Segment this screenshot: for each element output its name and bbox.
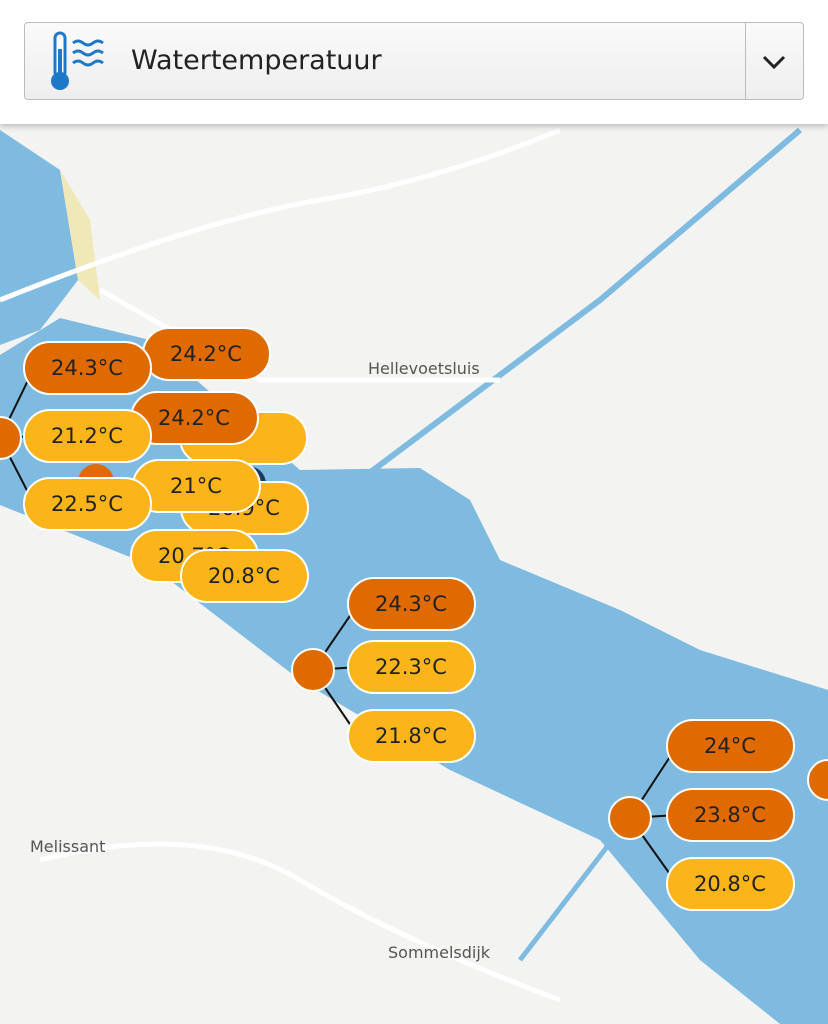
- temperature: 21°C: [170, 474, 222, 498]
- temperature: 23.8°C: [694, 803, 766, 827]
- marker-label: [180, 549, 309, 603]
- temperature: 22.3°C: [375, 655, 447, 679]
- marker: [0, 416, 22, 460]
- chevron[interactable]: [759, 47, 789, 77]
- road: [0, 127, 561, 1003]
- temperature: 21.8°C: [375, 724, 447, 748]
- marker-label: [666, 857, 795, 911]
- temperature: 24.3°C: [375, 592, 447, 616]
- temperature: 20.8°C: [694, 872, 766, 896]
- canal: [358, 127, 802, 483]
- marker-label: [666, 719, 795, 773]
- temperature: 24°C: [704, 734, 756, 758]
- marker: [807, 759, 828, 801]
- canal: [518, 828, 622, 962]
- marker-label: [23, 341, 152, 395]
- place-label: Hellevoetsluis: [368, 359, 480, 378]
- temperature: 24.3°C: [51, 356, 123, 380]
- layer-select[interactable]: Watertemperatuur: [24, 22, 804, 100]
- temperature: 24.2°C: [170, 342, 242, 366]
- marker-label: [347, 577, 476, 631]
- marker-label: [666, 788, 795, 842]
- marker-label: [23, 409, 152, 463]
- header: Watertemperatuur: [0, 0, 828, 124]
- place-label: Melissant: [30, 837, 105, 856]
- marker-label: [347, 640, 476, 694]
- place-label: Sommelsdijk: [388, 943, 491, 962]
- temperature: 24.2°C: [158, 406, 230, 430]
- divider: [745, 23, 746, 99]
- temperature: 22.5°C: [51, 492, 123, 516]
- layer-title: Watertemperatuur: [131, 45, 382, 76]
- temperature: 20.8°C: [208, 564, 280, 588]
- marker: [291, 648, 335, 692]
- temperature: 21.2°C: [51, 424, 123, 448]
- marker-label: [23, 477, 152, 531]
- thermometer-icon: [51, 31, 104, 90]
- marker: [608, 796, 652, 840]
- marker-label: [347, 709, 476, 763]
